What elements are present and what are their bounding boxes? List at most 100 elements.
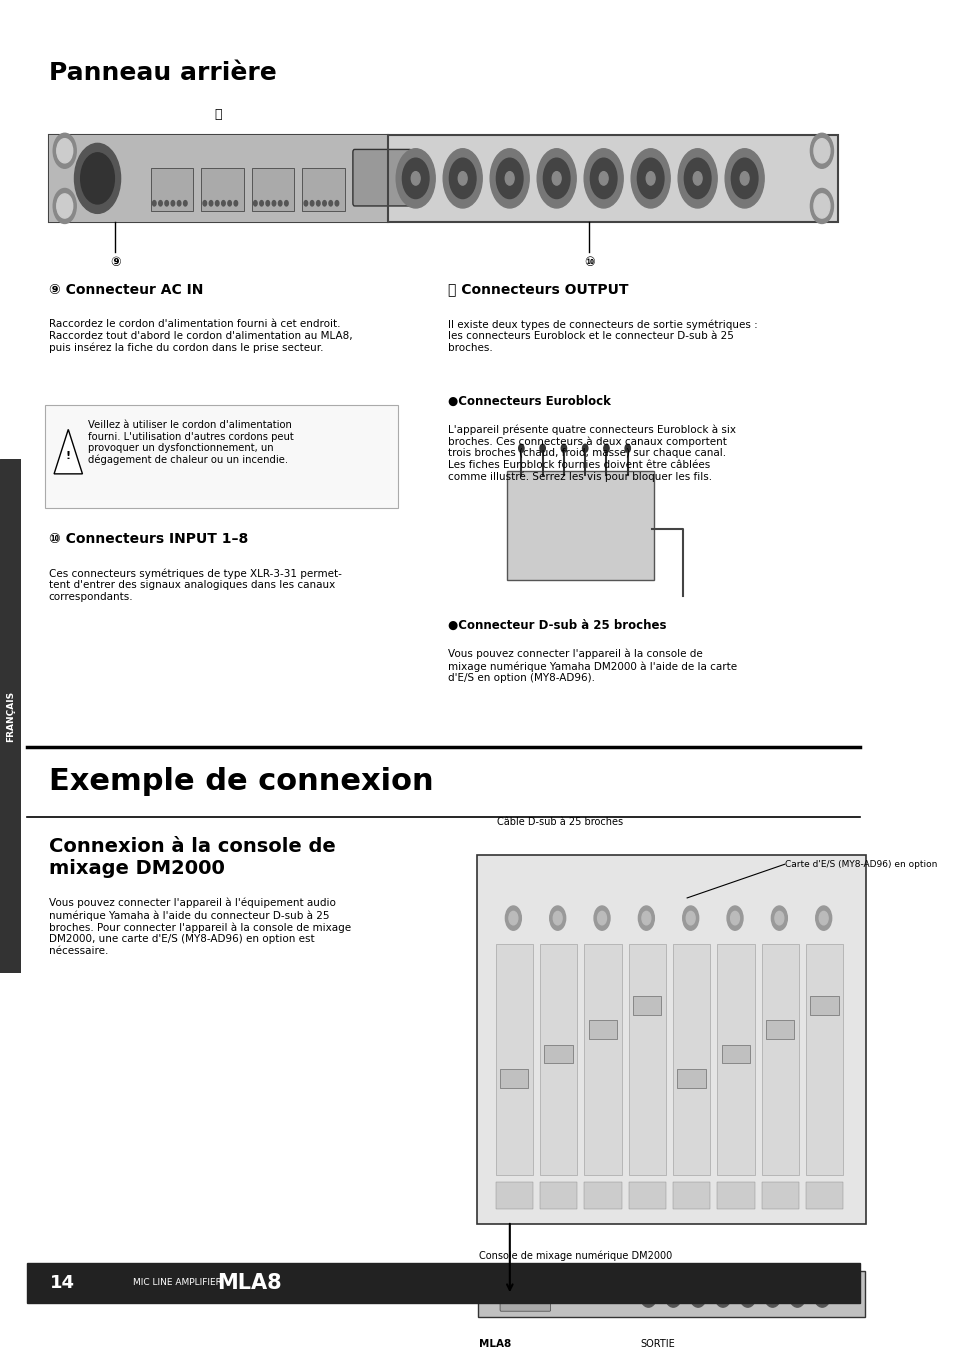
Text: L'appareil présente quatre connecteurs Euroblock à six
broches. Ces connecteurs : L'appareil présente quatre connecteurs E… [447, 424, 735, 482]
FancyBboxPatch shape [49, 135, 837, 222]
Circle shape [402, 158, 429, 199]
Circle shape [171, 200, 174, 205]
Circle shape [228, 200, 232, 205]
Text: Vous pouvez connecter l'appareil à l'équipement audio
numérique Yamaha à l'aide : Vous pouvez connecter l'appareil à l'équ… [49, 898, 351, 957]
FancyBboxPatch shape [45, 405, 397, 508]
Circle shape [221, 200, 225, 205]
FancyBboxPatch shape [496, 944, 533, 1175]
FancyBboxPatch shape [539, 1182, 577, 1209]
FancyBboxPatch shape [760, 944, 798, 1175]
Circle shape [549, 907, 565, 931]
Circle shape [539, 444, 545, 453]
Circle shape [809, 134, 833, 169]
Circle shape [177, 200, 181, 205]
Circle shape [490, 149, 529, 208]
Circle shape [766, 1286, 777, 1302]
FancyBboxPatch shape [496, 1182, 533, 1209]
Circle shape [639, 1281, 657, 1308]
Circle shape [449, 158, 476, 199]
Circle shape [813, 139, 829, 163]
Circle shape [726, 907, 742, 931]
Circle shape [537, 149, 576, 208]
Circle shape [638, 907, 654, 931]
Circle shape [304, 200, 308, 205]
Circle shape [597, 912, 606, 925]
Circle shape [259, 200, 263, 205]
FancyBboxPatch shape [677, 1069, 705, 1088]
Circle shape [411, 172, 419, 185]
Circle shape [278, 200, 282, 205]
Text: Connexion à la console de
mixage DM2000: Connexion à la console de mixage DM2000 [49, 838, 335, 878]
Text: ⑩: ⑩ [583, 255, 594, 269]
Text: 14: 14 [50, 1274, 74, 1292]
FancyBboxPatch shape [507, 471, 654, 580]
Circle shape [215, 200, 219, 205]
Text: ●Connecteurs Euroblock: ●Connecteurs Euroblock [447, 394, 610, 408]
Text: Veillez à utiliser le cordon d'alimentation
fourni. L'utilisation d'autres cordo: Veillez à utiliser le cordon d'alimentat… [88, 420, 294, 465]
FancyBboxPatch shape [477, 1271, 864, 1317]
Circle shape [788, 1281, 805, 1308]
FancyBboxPatch shape [252, 169, 294, 211]
FancyBboxPatch shape [805, 944, 842, 1175]
Circle shape [53, 134, 76, 169]
Text: ⑩ Connecteurs INPUT 1–8: ⑩ Connecteurs INPUT 1–8 [49, 532, 248, 546]
Circle shape [685, 912, 695, 925]
FancyBboxPatch shape [628, 1182, 665, 1209]
Circle shape [158, 200, 162, 205]
Circle shape [724, 149, 763, 208]
Circle shape [631, 149, 669, 208]
Circle shape [603, 444, 608, 453]
FancyBboxPatch shape [476, 855, 865, 1224]
FancyBboxPatch shape [805, 1182, 842, 1209]
Circle shape [683, 158, 710, 199]
Circle shape [791, 1286, 801, 1302]
Text: Il existe deux types de connecteurs de sortie symétriques :
les connecteurs Euro: Il existe deux types de connecteurs de s… [447, 319, 757, 353]
FancyBboxPatch shape [583, 944, 621, 1175]
Circle shape [689, 1281, 706, 1308]
Circle shape [329, 200, 333, 205]
FancyBboxPatch shape [717, 944, 754, 1175]
Text: Carte d'E/S (MY8-AD96) en option: Carte d'E/S (MY8-AD96) en option [784, 861, 936, 869]
FancyBboxPatch shape [499, 1069, 528, 1088]
Text: ●Connecteur D-sub à 25 broches: ●Connecteur D-sub à 25 broches [447, 619, 665, 632]
Circle shape [624, 444, 630, 453]
Circle shape [583, 149, 622, 208]
Circle shape [496, 158, 522, 199]
Circle shape [809, 189, 833, 223]
Text: Panneau arrière: Panneau arrière [49, 61, 276, 85]
Polygon shape [54, 430, 82, 474]
Circle shape [253, 200, 257, 205]
Circle shape [774, 912, 783, 925]
FancyBboxPatch shape [151, 169, 193, 211]
Circle shape [443, 149, 481, 208]
Text: !: ! [66, 451, 71, 461]
FancyBboxPatch shape [353, 150, 411, 205]
Text: ⓙ Connecteurs OUTPUT: ⓙ Connecteurs OUTPUT [447, 282, 628, 297]
FancyBboxPatch shape [633, 996, 660, 1015]
Circle shape [739, 1281, 756, 1308]
Text: ⑨: ⑨ [110, 255, 120, 269]
Circle shape [692, 1286, 702, 1302]
Circle shape [813, 1281, 830, 1308]
Circle shape [560, 444, 566, 453]
Text: Raccordez le cordon d'alimentation fourni à cet endroit.
Raccordez tout d'abord : Raccordez le cordon d'alimentation fourn… [49, 319, 352, 353]
Circle shape [816, 1286, 827, 1302]
Circle shape [395, 149, 435, 208]
Circle shape [771, 907, 786, 931]
Circle shape [56, 139, 72, 163]
Circle shape [693, 172, 701, 185]
Circle shape [505, 172, 514, 185]
Circle shape [642, 1286, 653, 1302]
Text: MLA8: MLA8 [217, 1273, 281, 1293]
Bar [27, 1263, 860, 1304]
Circle shape [730, 912, 739, 925]
Circle shape [203, 200, 207, 205]
Circle shape [518, 444, 523, 453]
Circle shape [553, 912, 561, 925]
FancyBboxPatch shape [760, 1182, 798, 1209]
FancyBboxPatch shape [49, 135, 388, 222]
Circle shape [637, 158, 663, 199]
Circle shape [81, 153, 114, 204]
Text: FRANÇAIS: FRANÇAIS [6, 690, 15, 742]
Circle shape [209, 200, 213, 205]
